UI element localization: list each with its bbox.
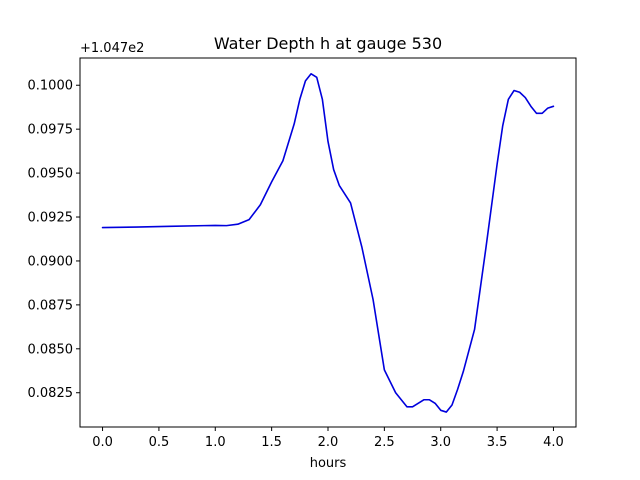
x-tick-label: 4.0 bbox=[543, 435, 564, 450]
y-tick-label: 0.0925 bbox=[28, 211, 74, 226]
x-tick-label: 0.0 bbox=[92, 435, 113, 450]
y-tick-label: 0.0875 bbox=[28, 298, 74, 313]
plot-area: 0.0 0.5 1.0 1.5 2.0 2.5 3.0 3.5 4.0 0.0825 0.0850 0… bbox=[28, 57, 577, 450]
x-axis-label: hours bbox=[310, 456, 347, 471]
x-tick-label: 1.0 bbox=[205, 435, 226, 450]
series-line-0 bbox=[101, 73, 555, 413]
y-tick-label: 0.0975 bbox=[28, 123, 74, 138]
y-tick-label: 0.0850 bbox=[28, 342, 74, 357]
x-tick-label: 2.0 bbox=[318, 435, 339, 450]
y-tick-label: 0.1000 bbox=[28, 79, 74, 94]
x-tick-label: 2.5 bbox=[374, 435, 395, 450]
x-tick-label: 3.0 bbox=[430, 435, 451, 450]
plot-frame bbox=[79, 57, 577, 428]
x-tick-label: 0.5 bbox=[149, 435, 170, 450]
x-tick-label: 3.5 bbox=[487, 435, 508, 450]
y-tick-label: 0.0900 bbox=[28, 254, 74, 269]
y-offset-label: +1.047e2 bbox=[80, 41, 144, 56]
chart-title: Water Depth h at gauge 530 bbox=[214, 34, 442, 53]
x-tick-label: 1.5 bbox=[261, 435, 282, 450]
y-tick-label: 0.0825 bbox=[28, 386, 74, 401]
y-tick-label: 0.0950 bbox=[28, 167, 74, 182]
